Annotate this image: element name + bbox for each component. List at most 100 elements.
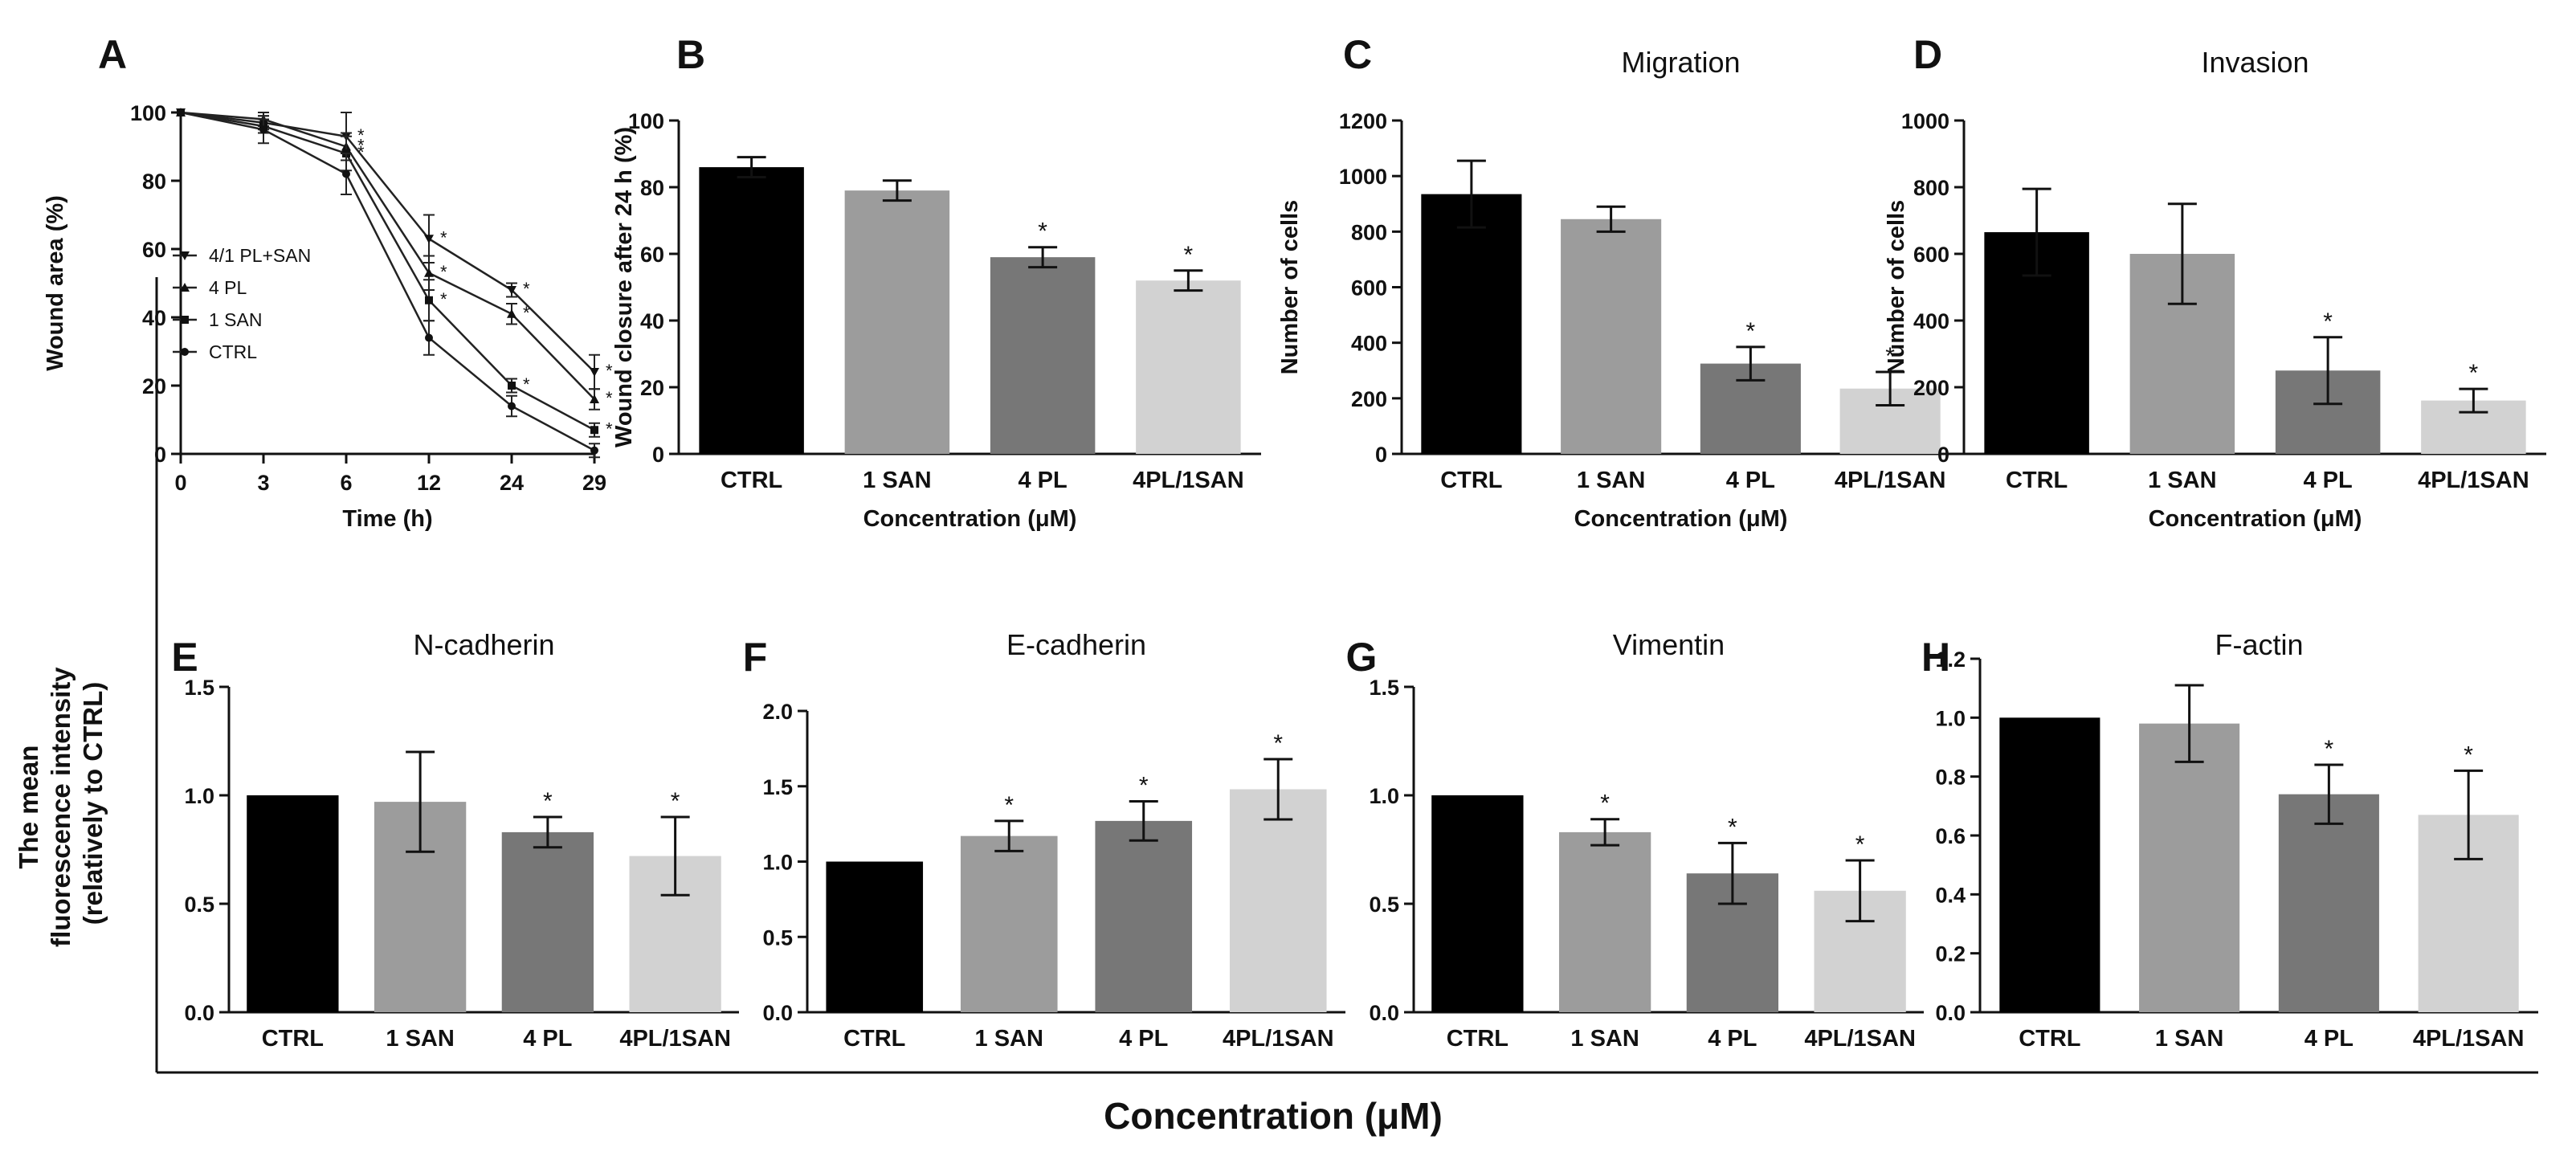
shared-y-label-line-2: fluorescence intensity: [46, 667, 76, 947]
panel-b-y-tick-label: 60: [640, 243, 664, 267]
panel-b-significance-star: *: [1038, 219, 1047, 245]
panel-g-bar-2: [1558, 831, 1651, 1012]
panel-c-y-tick-label: 400: [1351, 332, 1387, 356]
panel-a-legend-marker: [181, 348, 189, 356]
panel-d-significance-star: *: [2469, 360, 2479, 386]
panel-letter-f: F: [743, 635, 768, 680]
panel-f-bar-1: [826, 861, 924, 1012]
panel-a-significance-star: *: [357, 125, 365, 145]
panel-f-y-tick-label: 1.5: [762, 775, 793, 799]
panel-letter-h: H: [1921, 635, 1950, 680]
panel-c-title: Migration: [1621, 46, 1740, 79]
panel-b-category-label: CTRL: [721, 468, 782, 493]
panel-b-y-tick-label: 80: [640, 176, 664, 200]
panel-b-y-tick-label: 20: [640, 376, 664, 400]
panel-h-y-tick-label: 0.6: [1935, 824, 1966, 848]
panel-a-significance-star: *: [606, 419, 613, 439]
panel-a-point: [590, 446, 598, 455]
panel-a-legend-label: CTRL: [209, 341, 257, 362]
panel-g-y-tick-label: 0.0: [1369, 1001, 1399, 1025]
panel-c-bar-2: [1561, 219, 1662, 454]
panel-b-bar-2: [844, 190, 950, 454]
panel-e-y-tick-label: 1.0: [184, 784, 214, 808]
panel-a-legend-label: 1 SAN: [209, 309, 262, 330]
panel-a-significance-star: *: [606, 388, 613, 408]
panel-a-significance-star: *: [606, 361, 613, 381]
panel-g-category-label: 1 SAN: [1570, 1026, 1639, 1052]
panel-a-x-tick-label: 3: [257, 471, 269, 495]
panel-g-category-label: 4PL/1SAN: [1804, 1026, 1916, 1052]
panel-b-bar-1: [699, 167, 804, 454]
panel-d-y-tick-label: 0: [1937, 443, 1949, 467]
panel-d-y-tick-label: 200: [1913, 376, 1949, 400]
panel-h-y-tick-label: 1.0: [1935, 706, 1966, 730]
shared-x-axis-label: Concentration (μM): [1104, 1095, 1443, 1137]
panel-f-bar-4: [1229, 789, 1327, 1012]
panel-f-bar-3: [1095, 820, 1193, 1012]
panel-letter-b: B: [676, 32, 705, 77]
panel-c-category-label: 4PL/1SAN: [1835, 468, 1946, 493]
shared-y-label-line-3: (relatively to CTRL): [78, 682, 108, 925]
panel-h-category-label: 1 SAN: [2155, 1026, 2223, 1052]
panel-letter-a: A: [98, 32, 127, 77]
panel-a-y-tick-label: 20: [142, 374, 166, 398]
panel-b-category-label: 4PL/1SAN: [1133, 468, 1244, 493]
panel-f-significance-star: *: [1273, 730, 1283, 757]
panel-e-title: N-cadherin: [413, 628, 554, 661]
panel-e-category-label: CTRL: [262, 1026, 324, 1052]
panel-a-significance-star: *: [523, 374, 530, 394]
panel-f-significance-star: *: [1004, 792, 1014, 819]
panel-e-significance-star: *: [671, 788, 680, 815]
panel-e-y-tick-label: 0.5: [184, 893, 214, 917]
panel-a-significance-star: *: [440, 289, 447, 309]
panel-a-point: [259, 125, 267, 134]
panel-f-y-tick-label: 0.5: [762, 925, 793, 950]
panel-c-category-label: 1 SAN: [1577, 468, 1645, 493]
panel-b-significance-star: *: [1184, 242, 1194, 268]
shared-y-axis-label: The mean fluorescence intensity (relativ…: [14, 660, 108, 947]
panel-a-series-line-2: [180, 111, 595, 400]
panel-a-x-label: Time (h): [342, 506, 432, 532]
panel-e-category-label: 1 SAN: [386, 1026, 454, 1052]
panel-c-category-label: CTRL: [1440, 468, 1502, 493]
panel-g-significance-star: *: [1855, 831, 1865, 858]
panel-e-y-tick-label: 0.0: [184, 1001, 214, 1025]
panel-a-point: [424, 268, 434, 277]
panel-d-y-tick-label: 800: [1913, 176, 1949, 200]
panel-h-y-tick-label: 1.2: [1935, 647, 1966, 672]
panel-a-point: [507, 308, 516, 318]
panel-a-legend-label: 4 PL: [209, 277, 247, 298]
panel-a-y-tick-label: 80: [142, 170, 166, 194]
panel-h-y-tick-label: 0.0: [1935, 1001, 1966, 1025]
chart-layer: A 0 20 40 60 80 100 Wound area (%) 0 3 6 12 24 29 Time…: [43, 32, 2546, 1052]
panel-h-y-tick-label: 0.2: [1935, 942, 1966, 966]
panel-f-bar-2: [960, 835, 1058, 1012]
panel-c-y-tick-label: 0: [1375, 443, 1387, 467]
panel-d-category-label: 4PL/1SAN: [2418, 468, 2529, 493]
panel-g-title: Vimentin: [1613, 628, 1725, 661]
panel-a-point: [424, 235, 434, 244]
panel-a-y-tick-label: 40: [142, 306, 166, 330]
shared-y-label-line-1: The mean: [14, 746, 43, 869]
panel-f-category-label: 4 PL: [1119, 1026, 1168, 1052]
panel-e-bar-3: [501, 831, 594, 1012]
panel-c-significance-star: *: [1746, 318, 1756, 345]
panel-e-significance-star: *: [543, 788, 553, 815]
panel-e-category-label: 4PL/1SAN: [619, 1026, 731, 1052]
panel-e-y-tick-label: 1.5: [184, 676, 214, 700]
panel-d-significance-star: *: [2323, 308, 2333, 335]
panel-d-y-tick-label: 400: [1913, 309, 1949, 333]
panel-a-y-label: Wound area (%): [43, 195, 68, 371]
panel-g-category-label: 4 PL: [1708, 1026, 1757, 1052]
panel-b-y-tick-label: 40: [640, 309, 664, 333]
panel-b-x-label: Concentration (μM): [863, 506, 1077, 532]
panel-f-category-label: CTRL: [843, 1026, 905, 1052]
panel-f-category-label: 1 SAN: [975, 1026, 1043, 1052]
panel-a-point: [425, 296, 433, 304]
panel-b-bar-4: [1136, 280, 1241, 454]
panel-a-point: [590, 394, 599, 403]
panel-d-x-label: Concentration (μM): [2149, 506, 2362, 532]
panel-a-point: [425, 333, 433, 342]
panel-d-category-label: 1 SAN: [2148, 468, 2216, 493]
